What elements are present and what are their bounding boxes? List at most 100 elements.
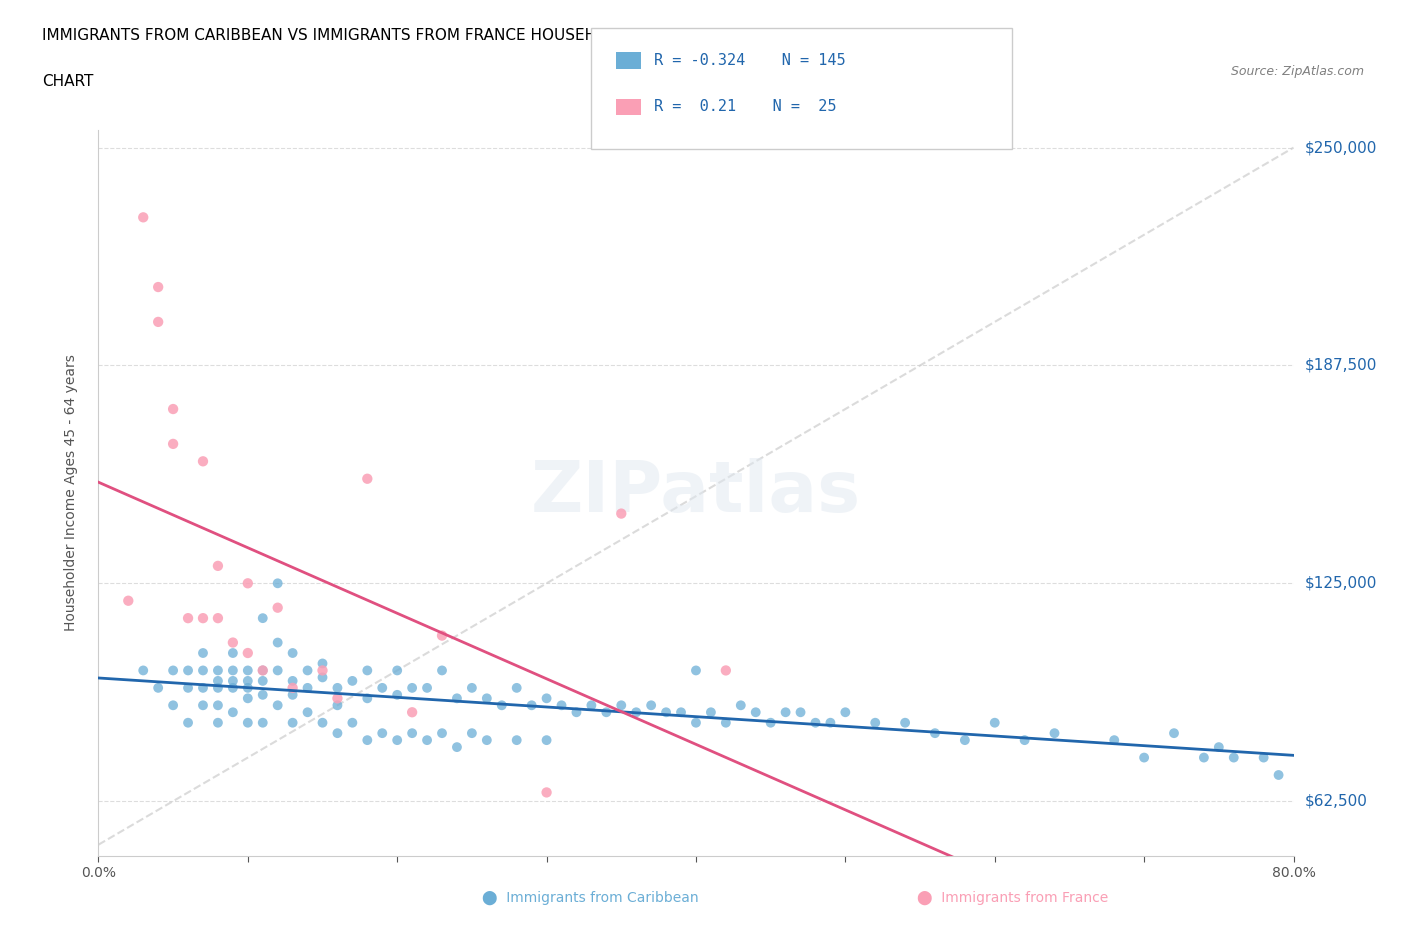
Point (565, 705, 588, 720)
Point (461, 681, 484, 696)
Point (117, 593, 139, 608)
Point (222, 681, 245, 696)
Point (311, 715, 333, 730)
Point (371, 725, 394, 740)
Point (162, 436, 184, 451)
Point (924, 725, 946, 740)
Text: $125,000: $125,000 (1305, 576, 1376, 591)
Text: R = -0.324    N = 145: R = -0.324 N = 145 (654, 53, 845, 68)
Point (416, 681, 439, 696)
Point (685, 663, 707, 678)
Point (416, 733, 439, 748)
Point (491, 698, 513, 712)
Point (207, 558, 229, 573)
Point (536, 733, 558, 748)
Point (297, 681, 319, 696)
Point (177, 611, 200, 626)
Point (177, 681, 200, 696)
Point (536, 691, 558, 706)
Point (1223, 751, 1246, 765)
Point (1208, 739, 1230, 754)
Point (326, 691, 349, 706)
Point (236, 681, 259, 696)
Point (236, 576, 259, 591)
Point (191, 454, 214, 469)
Point (789, 705, 811, 720)
Point (222, 635, 245, 650)
Point (252, 673, 274, 688)
Point (1133, 751, 1156, 765)
Point (506, 733, 529, 748)
Point (865, 715, 887, 730)
Point (714, 715, 737, 730)
Point (148, 280, 170, 295)
Point (1014, 733, 1036, 748)
Point (401, 725, 423, 740)
Point (191, 663, 214, 678)
Text: R =  0.21    N =  25: R = 0.21 N = 25 (654, 100, 837, 114)
Point (207, 698, 229, 712)
Point (222, 705, 245, 720)
Point (191, 698, 214, 712)
Point (326, 681, 349, 696)
Text: $62,500: $62,500 (1305, 793, 1368, 809)
Point (281, 687, 304, 702)
Point (430, 725, 453, 740)
Point (475, 733, 498, 748)
Point (983, 715, 1005, 730)
Point (281, 645, 304, 660)
Point (252, 611, 274, 626)
Point (371, 681, 394, 696)
Point (236, 673, 259, 688)
Point (207, 681, 229, 696)
Point (624, 705, 647, 720)
Point (148, 681, 170, 696)
Point (759, 715, 782, 730)
Point (267, 576, 290, 591)
Point (222, 673, 245, 688)
Point (311, 656, 333, 671)
Point (267, 635, 290, 650)
Point (207, 715, 229, 730)
Point (385, 663, 409, 678)
Point (177, 715, 200, 730)
Point (775, 705, 797, 720)
Point (461, 725, 484, 740)
Point (236, 715, 259, 730)
Point (281, 681, 304, 696)
Point (714, 663, 737, 678)
Point (162, 402, 184, 417)
Point (297, 663, 319, 678)
Text: ZIPatlas: ZIPatlas (531, 458, 860, 527)
Text: Source: ZipAtlas.com: Source: ZipAtlas.com (1230, 65, 1364, 78)
Point (342, 673, 364, 688)
Point (610, 506, 633, 521)
Point (132, 663, 155, 678)
Point (356, 663, 378, 678)
Text: IMMIGRANTS FROM CARIBBEAN VS IMMIGRANTS FROM FRANCE HOUSEHOLDER INCOME AGES 45 -: IMMIGRANTS FROM CARIBBEAN VS IMMIGRANTS … (42, 28, 988, 43)
Point (191, 681, 214, 696)
Point (581, 698, 603, 712)
Point (446, 691, 468, 706)
Point (894, 715, 917, 730)
Point (207, 673, 229, 688)
Point (222, 645, 245, 660)
Point (177, 663, 200, 678)
Point (252, 663, 274, 678)
Point (745, 705, 768, 720)
Point (1253, 751, 1275, 765)
Point (834, 705, 856, 720)
Point (281, 673, 304, 688)
Point (430, 663, 453, 678)
Point (1267, 767, 1289, 782)
Point (730, 698, 752, 712)
Point (148, 314, 170, 329)
Point (685, 715, 707, 730)
Point (401, 681, 423, 696)
Point (252, 715, 274, 730)
Point (267, 698, 290, 712)
Point (236, 645, 259, 660)
Point (236, 663, 259, 678)
Point (1104, 733, 1126, 748)
Point (953, 733, 976, 748)
